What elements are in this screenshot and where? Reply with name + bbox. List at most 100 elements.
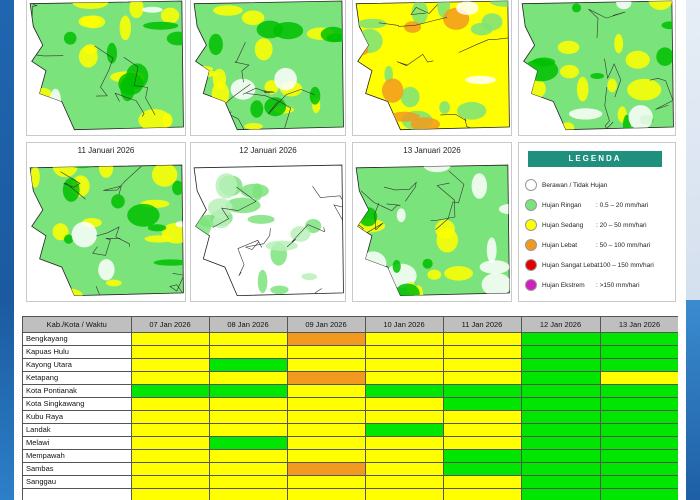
rain-patch [241,10,265,26]
rain-category-cell [365,449,444,463]
rain-category-cell [365,371,444,385]
rain-patch [30,166,40,188]
rain-category-cell [443,332,522,346]
district-border [244,228,271,251]
rain-patch [661,21,674,30]
district-border [246,93,292,130]
region-name: Landak [23,423,132,437]
legend-item: Berawan / Tidak Hujan [525,177,607,193]
rain-patch [250,100,264,118]
rain-patch [257,269,268,294]
rain-category-cell [131,423,210,437]
rain-category-cell [600,397,678,411]
rain-category-cell [443,410,522,424]
legend-item-range: : 100 – 150 mm/hari [596,261,654,269]
region-name: Melawi [23,436,132,450]
rain-category-cell [443,423,522,437]
rain-patch [392,259,401,273]
rain-category-cell [600,488,678,500]
rain-category-cell [131,488,210,500]
rain-category-cell [131,358,210,372]
rain-category-cell [521,384,601,398]
rain-patch [656,47,674,67]
rain-category-cell [600,345,678,359]
rain-patch [490,1,510,7]
region-name: Sanggau [23,475,132,489]
rain-patch [404,21,422,33]
rain-patch [498,204,510,215]
rain-patch [571,3,582,13]
region-name: Sambas [23,462,132,476]
district-border [292,288,322,296]
rain-patch [240,183,269,199]
rainfall-map [353,0,511,135]
rain-patch [309,86,321,105]
rain-patch [264,80,279,95]
rain-category-cell [287,384,366,398]
rain-category-cell [365,488,444,500]
legend-swatch-icon [525,259,537,271]
rain-patch [590,73,605,79]
rain-category-cell [443,345,522,359]
region-name: Bengkayang [23,332,132,346]
rain-patch [111,194,125,209]
district-border [237,239,263,276]
rain-category-cell [209,436,288,450]
district-border [435,170,465,230]
rain-category-cell [521,371,601,385]
rain-patch [129,1,144,19]
rain-patch [274,67,297,91]
rain-patch [628,105,653,130]
rain-patch [422,258,433,269]
rain-patch [625,50,650,69]
rain-category-cell [209,423,288,437]
rain-category-cell [443,384,522,398]
district-border [360,190,401,212]
rain-category-cell [209,488,288,500]
legend-item: Hujan Lebat: 50 – 100 mm/hari [525,237,650,253]
district-border [383,181,417,202]
date-column-header: 13 Jan 2026 [600,317,678,333]
legend-swatch-icon [525,199,537,211]
rain-category-cell [365,358,444,372]
district-border [267,89,315,115]
rain-category-cell [521,449,601,463]
district-border [649,77,674,110]
region-name: Kubu Raya [23,410,132,424]
map-land [193,164,344,297]
district-border [378,17,448,27]
rain-category-cell [521,462,601,476]
legend: LEGENDA Berawan / Tidak Hujan Hujan Ringa… [518,142,676,302]
rain-patch [456,1,479,15]
date-column-header: 10 Jan 2026 [365,317,444,333]
rain-category-cell [600,384,678,398]
date-column-header: 11 Jan 2026 [443,317,522,333]
region-name: Kota Pontianak [23,384,132,398]
rain-patch [423,165,451,173]
rain-category-cell [287,436,366,450]
rain-category-cell [521,358,601,372]
rain-patch [614,33,624,54]
legend-item: Hujan Ekstrem: >150 mm/hari [525,277,640,293]
rain-patch [118,72,144,96]
rain-category-cell [443,436,522,450]
table-row: Sambas [23,462,678,476]
rain-category-cell [287,345,366,359]
district-border [96,226,130,247]
rain-category-cell [209,462,288,476]
district-border [604,86,614,130]
date-column-header: 08 Jan 2026 [209,317,288,333]
rain-patch [532,57,556,67]
rainfall-map [27,0,185,135]
rain-category-cell [131,436,210,450]
district-border [114,92,145,117]
legend-item-name: Hujan Sedang [542,221,584,229]
region-name: Mempawah [23,449,132,463]
rain-patch [470,22,493,36]
rain-patch [99,165,114,178]
district-border [212,186,257,228]
rain-category-cell [365,397,444,411]
legend-swatch-icon [525,179,537,191]
rain-category-cell [600,423,678,437]
rain-patch [143,21,179,30]
